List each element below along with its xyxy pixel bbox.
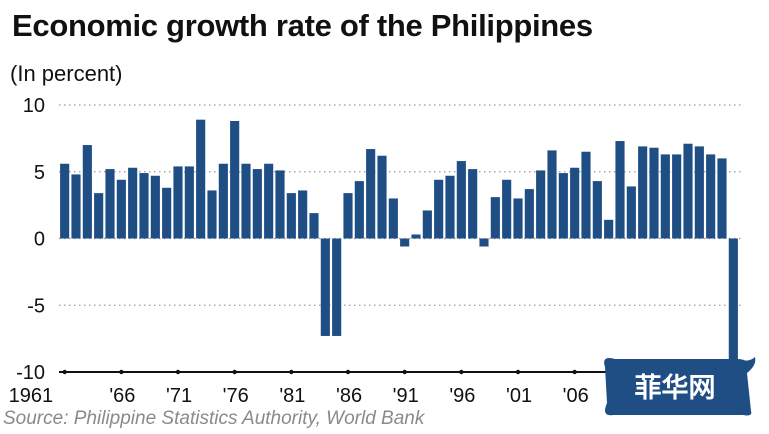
x-tick-label: '96 <box>449 385 475 407</box>
bar-1973 <box>196 119 206 239</box>
source-note: Source: Philippine Statistics Authority,… <box>3 408 425 429</box>
x-tick-label: '86 <box>336 385 362 407</box>
bar-2010 <box>615 141 625 239</box>
x-tick-label: 1961 <box>9 385 54 407</box>
y-axis-labels: 10 5 0 -5 -10 <box>16 95 45 384</box>
bar-1996 <box>456 161 466 239</box>
x-tick-mark <box>232 369 237 375</box>
bar-1987 <box>354 181 364 239</box>
bar-1965 <box>105 169 115 239</box>
bar-1970 <box>162 187 172 239</box>
bar-1967 <box>128 167 138 239</box>
chart-title: Economic growth rate of the Philippines <box>12 8 593 43</box>
bar-2009 <box>604 219 614 239</box>
bar-2020 <box>728 238 738 367</box>
gridlines <box>59 104 741 306</box>
x-tick-mark <box>119 369 124 375</box>
bar-1976 <box>230 121 240 239</box>
bar-1988 <box>366 149 376 239</box>
bar-1962 <box>71 174 81 239</box>
watermark-text: 菲华网 <box>635 372 716 404</box>
bar-2012 <box>638 146 648 239</box>
bar-2015 <box>672 154 682 239</box>
x-tick-label: '71 <box>166 385 192 407</box>
x-tick-label: '66 <box>109 385 135 407</box>
bar-1972 <box>184 166 194 239</box>
bar-1995 <box>445 175 455 239</box>
bar-1993 <box>422 210 432 239</box>
x-tick-mark <box>62 369 67 375</box>
bar-1992 <box>411 234 421 239</box>
bar-1998 <box>479 238 489 247</box>
x-tick-label: '01 <box>506 385 532 407</box>
x-tick-mark <box>289 369 294 375</box>
bar-2007 <box>581 151 591 239</box>
bar-2004 <box>547 150 557 239</box>
bar-1968 <box>139 173 149 239</box>
x-tick-label: '76 <box>223 385 249 407</box>
x-tick-label: '91 <box>393 385 419 407</box>
bar-1984 <box>320 238 330 336</box>
bar-1964 <box>94 193 104 239</box>
bar-1986 <box>343 193 353 239</box>
bar-1977 <box>241 163 251 239</box>
x-tick-label: '81 <box>279 385 305 407</box>
bar-1994 <box>434 179 444 239</box>
y-tick-label: -5 <box>27 295 45 317</box>
x-tick-mark <box>572 369 577 375</box>
bar-1963 <box>82 145 92 239</box>
y-tick-label: 10 <box>23 95 45 117</box>
bar-1974 <box>207 190 217 239</box>
bar-1982 <box>298 190 308 239</box>
x-tick-mark <box>402 369 407 375</box>
y-tick-label: 0 <box>34 229 45 251</box>
bar-2019 <box>717 158 727 239</box>
watermark-logo: 菲华网 <box>604 357 756 416</box>
y-tick-label: 5 <box>34 162 45 184</box>
bar-1997 <box>468 169 478 239</box>
bar-1999 <box>490 197 500 239</box>
bar-2003 <box>536 170 546 239</box>
chart-unit-label: (In percent) <box>10 61 123 86</box>
bar-1966 <box>116 179 126 239</box>
bar-2005 <box>558 173 568 239</box>
bar-2014 <box>660 154 670 239</box>
bar-2016 <box>683 143 693 239</box>
bar-2001 <box>513 198 523 239</box>
bar-1978 <box>252 169 262 239</box>
bars <box>60 119 738 367</box>
x-tick-mark <box>175 369 181 375</box>
bar-1985 <box>332 238 342 336</box>
bar-1979 <box>264 163 274 239</box>
bar-1975 <box>218 163 228 239</box>
bar-1969 <box>150 175 160 239</box>
bar-2000 <box>502 179 512 239</box>
bar-2002 <box>524 189 534 239</box>
bar-2013 <box>649 147 659 239</box>
bar-1981 <box>286 193 296 239</box>
bar-2017 <box>694 146 704 239</box>
bar-2006 <box>570 167 580 239</box>
bar-2011 <box>626 186 636 239</box>
bar-1983 <box>309 213 319 239</box>
bar-1990 <box>388 198 398 239</box>
x-tick-label: '06 <box>563 385 589 407</box>
bar-1980 <box>275 170 285 239</box>
y-tick-label: -10 <box>16 362 45 384</box>
bar-1991 <box>400 238 410 247</box>
x-tick-mark <box>515 369 521 375</box>
bar-2008 <box>592 181 602 239</box>
bar-1989 <box>377 155 387 239</box>
x-axis-labels: 1961 '66 '71 '76 '81 '86 '91 '96 '01 '06 <box>9 385 589 407</box>
x-tick-mark <box>459 369 464 375</box>
x-tick-mark <box>345 369 351 375</box>
bar-2018 <box>706 154 716 239</box>
bar-1971 <box>173 166 183 239</box>
bar-1961 <box>60 163 70 239</box>
